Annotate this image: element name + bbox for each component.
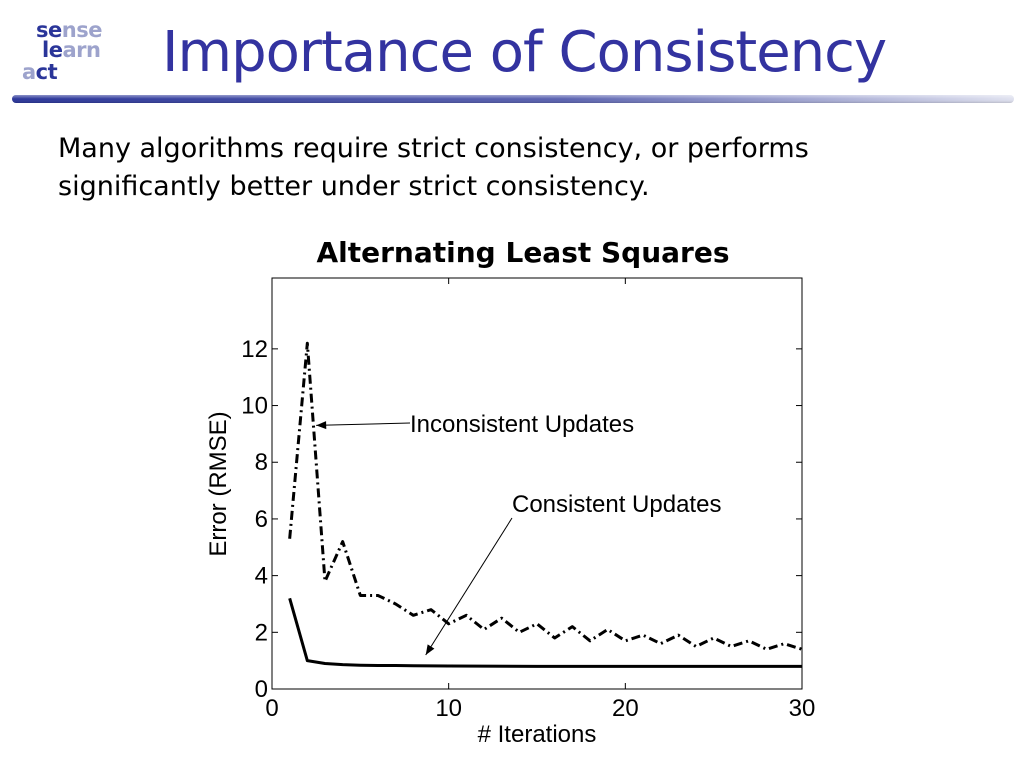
annotation-arrow-head	[316, 421, 327, 430]
logo-text: se	[36, 18, 62, 42]
annotations-layer: Inconsistent Updates Consistent Updates	[316, 411, 721, 656]
chart-title: Alternating Least Squares	[316, 236, 729, 269]
slide-title: Importance of Consistency	[162, 20, 887, 85]
logo-text: ct	[35, 60, 58, 84]
annotation-consistent-label: Consistent Updates	[512, 491, 721, 518]
y-tick-label: 0	[255, 676, 268, 703]
series-line-consistent	[288, 597, 802, 668]
x-tick-label: 10	[435, 695, 462, 722]
title-underline-bar	[12, 95, 1014, 103]
annotation-arrow-line	[316, 422, 411, 426]
logo-text: a	[22, 60, 36, 84]
annotation-arrow-line	[425, 517, 513, 656]
logo-text: nse	[61, 18, 103, 42]
y-tick-label: 8	[255, 449, 268, 476]
y-tick-label: 6	[255, 506, 268, 533]
x-tick-label: 0	[265, 695, 278, 722]
logo-row-act: act	[22, 60, 58, 84]
annotation-arrow-head	[425, 644, 435, 655]
y-tick-label: 10	[241, 393, 268, 420]
y-tick-label: 12	[241, 336, 268, 363]
sense-learn-act-logo: sense learn act	[22, 20, 122, 90]
series-layer	[288, 341, 803, 668]
series-line-inconsistent	[288, 341, 803, 651]
x-axis-label: # Iterations	[478, 721, 597, 748]
annotation-inconsistent-label: Inconsistent Updates	[410, 411, 634, 438]
body-line: significantly better under strict consis…	[58, 171, 650, 202]
plot-frame	[271, 277, 803, 690]
x-tick-label: 20	[612, 695, 639, 722]
body-line: Many algorithms require strict consisten…	[58, 133, 809, 164]
logo-row-learn: learn	[42, 38, 101, 62]
logo-text: arn	[62, 38, 101, 62]
logo-text: le	[42, 38, 63, 62]
y-tick-label: 4	[255, 563, 268, 590]
y-tick-label: 2	[255, 619, 268, 646]
x-tick-label: 30	[789, 695, 816, 722]
y-axis-label: Error (RMSE)	[205, 411, 232, 556]
logo-row-sense: sense	[36, 20, 102, 41]
slide-body-text: Many algorithms require strict consisten…	[58, 130, 958, 206]
axis-ticks: 0 10 20 30 0 2 4 6 8 10 12	[241, 278, 815, 722]
